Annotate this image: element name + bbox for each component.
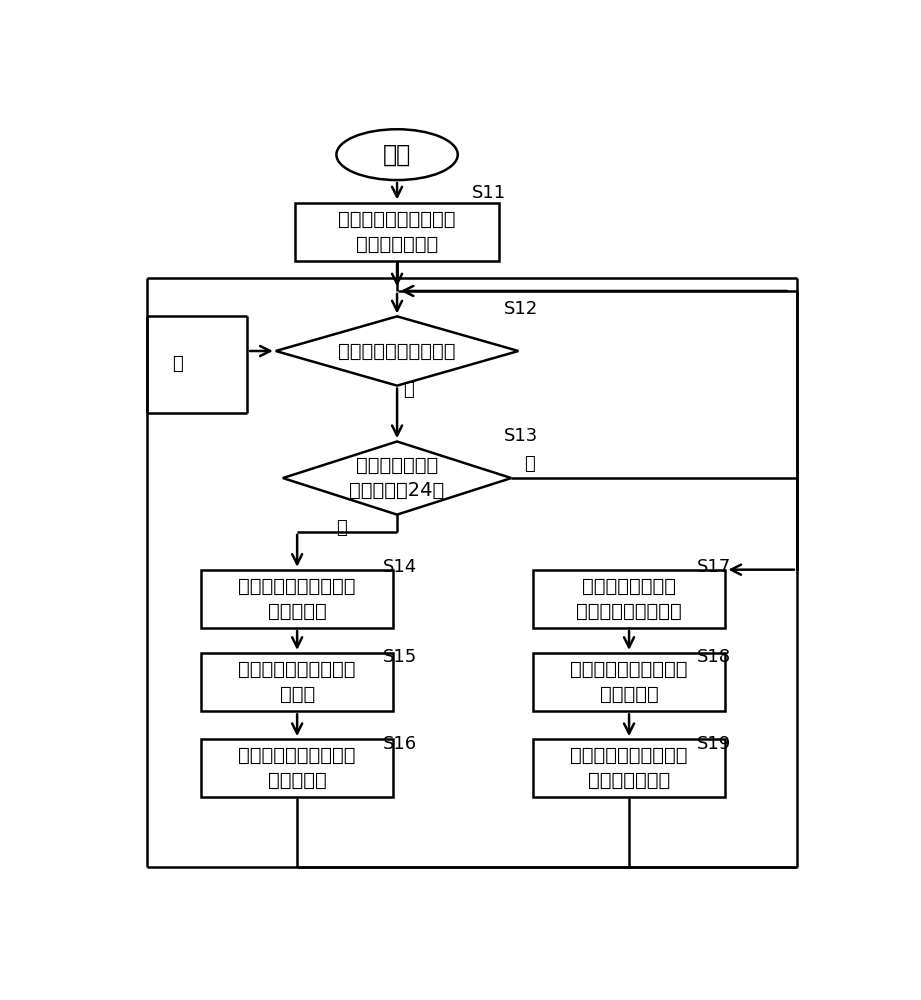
Text: S14: S14 <box>383 558 417 576</box>
FancyBboxPatch shape <box>201 570 393 628</box>
Text: 数据写入瞬时仪表能耗
数据库文件: 数据写入瞬时仪表能耗 数据库文件 <box>239 577 356 621</box>
Text: S16: S16 <box>383 735 417 753</box>
FancyBboxPatch shape <box>532 739 726 797</box>
FancyBboxPatch shape <box>201 653 393 711</box>
Text: 否: 否 <box>336 519 347 537</box>
Text: 数据上传时间为
整点或当天24点: 数据上传时间为 整点或当天24点 <box>349 456 445 500</box>
FancyBboxPatch shape <box>296 203 499 261</box>
Text: S12: S12 <box>504 300 539 318</box>
Text: S17: S17 <box>697 558 731 576</box>
Text: 是: 是 <box>402 380 414 398</box>
Text: S18: S18 <box>697 648 731 666</box>
FancyBboxPatch shape <box>532 570 726 628</box>
Text: S13: S13 <box>504 427 539 445</box>
Text: 队列中有建筑能耗数据: 队列中有建筑能耗数据 <box>338 342 456 360</box>
Text: 数据转化成瞬时能耗导
则数据: 数据转化成瞬时能耗导 则数据 <box>239 660 356 704</box>
FancyBboxPatch shape <box>201 739 393 797</box>
Text: S15: S15 <box>383 648 417 666</box>
Text: 开始: 开始 <box>383 143 411 167</box>
FancyBboxPatch shape <box>532 653 726 711</box>
Text: 数据写入小时或天
仪表能耗数据库文件: 数据写入小时或天 仪表能耗数据库文件 <box>577 577 682 621</box>
Text: 数据写入瞬时仪表能耗
数据库文件: 数据写入瞬时仪表能耗 数据库文件 <box>239 746 356 790</box>
Text: 数据转化成小时或天能
耗导则数据: 数据转化成小时或天能 耗导则数据 <box>570 660 688 704</box>
Text: S11: S11 <box>472 184 507 202</box>
Text: S19: S19 <box>697 735 731 753</box>
Polygon shape <box>283 441 511 515</box>
Text: 数据写入小时或天能耗
导则数据库文件: 数据写入小时或天能耗 导则数据库文件 <box>570 746 688 790</box>
Text: 是: 是 <box>524 455 535 473</box>
Polygon shape <box>275 316 519 386</box>
Text: 针对每一个建筑分别启
动一个监听线程: 针对每一个建筑分别启 动一个监听线程 <box>338 210 456 254</box>
Text: 否: 否 <box>172 355 183 373</box>
Ellipse shape <box>336 129 458 180</box>
